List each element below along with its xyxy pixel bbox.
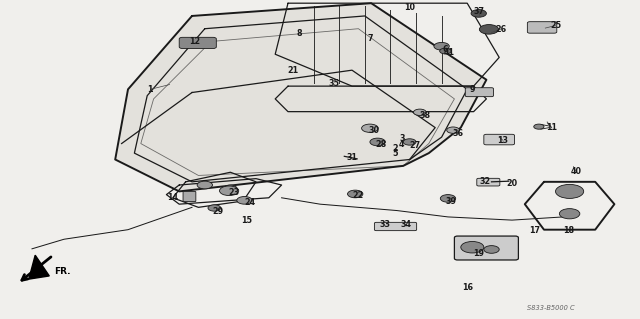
Text: 37: 37 [473,7,484,16]
Text: 29: 29 [212,207,223,216]
Text: 25: 25 [550,21,561,30]
Circle shape [370,138,385,146]
Text: 9: 9 [470,85,475,94]
Text: 4: 4 [399,140,404,149]
Text: 6: 6 [443,45,448,54]
Text: 11: 11 [546,123,557,132]
FancyBboxPatch shape [477,178,500,186]
Circle shape [461,241,484,253]
Text: 17: 17 [529,226,541,235]
Text: 1: 1 [148,85,153,94]
Text: 36: 36 [452,129,464,138]
Text: 22: 22 [353,191,364,200]
Text: 20: 20 [506,179,518,188]
Text: 21: 21 [287,66,299,75]
Circle shape [237,197,252,204]
Circle shape [224,185,237,191]
Text: 30: 30 [368,126,380,135]
Circle shape [484,246,499,253]
FancyBboxPatch shape [179,37,216,48]
Text: 2: 2 [393,144,398,153]
Polygon shape [29,255,49,279]
Text: 15: 15 [241,216,252,225]
Text: 38: 38 [419,111,431,120]
Text: 32: 32 [479,177,491,186]
Circle shape [534,124,544,129]
Circle shape [440,48,451,54]
Text: 39: 39 [445,197,456,206]
Text: 35: 35 [328,79,340,88]
Text: 27: 27 [409,141,420,150]
Text: 41: 41 [444,48,455,57]
FancyBboxPatch shape [484,134,515,145]
FancyBboxPatch shape [465,88,493,97]
Text: S833-B5000 C: S833-B5000 C [527,305,574,311]
Text: 34: 34 [400,220,412,229]
Circle shape [413,109,426,115]
Circle shape [434,42,449,50]
Polygon shape [115,3,486,191]
Text: 33: 33 [380,220,391,229]
Circle shape [447,127,460,133]
Text: 31: 31 [346,153,358,162]
Text: 13: 13 [497,136,509,145]
Text: 3: 3 [399,134,404,143]
Circle shape [479,25,499,34]
FancyBboxPatch shape [527,22,557,33]
Text: 12: 12 [189,37,201,46]
FancyBboxPatch shape [374,222,417,231]
Text: 40: 40 [570,167,582,176]
Circle shape [471,10,486,17]
Circle shape [197,181,212,189]
Text: 19: 19 [473,249,484,258]
Circle shape [440,195,456,202]
Text: 23: 23 [228,189,240,197]
Text: 26: 26 [495,25,506,34]
FancyBboxPatch shape [454,236,518,260]
Text: FR.: FR. [54,267,71,276]
Circle shape [362,124,378,132]
Text: 7: 7 [367,34,372,43]
Text: 14: 14 [167,193,179,202]
Text: 18: 18 [563,226,574,235]
Circle shape [403,139,416,145]
Text: 16: 16 [461,283,473,292]
FancyBboxPatch shape [183,191,196,202]
Circle shape [220,186,239,196]
Text: 10: 10 [404,4,415,12]
Text: 28: 28 [376,140,387,149]
Text: 24: 24 [244,198,255,207]
Circle shape [208,205,221,211]
Text: 5: 5 [393,149,398,158]
Circle shape [559,209,580,219]
Text: 8: 8 [297,29,302,38]
Circle shape [348,190,363,198]
Circle shape [556,184,584,198]
